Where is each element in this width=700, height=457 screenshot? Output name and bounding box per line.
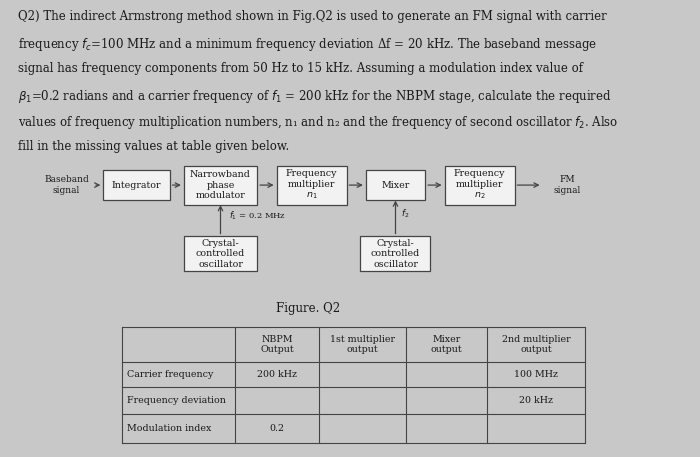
Text: Carrier frequency: Carrier frequency — [127, 370, 214, 379]
Text: Frequency
multiplier
$n_1$: Frequency multiplier $n_1$ — [286, 170, 337, 201]
Text: Crystal-
controlled
oscillator: Crystal- controlled oscillator — [371, 239, 420, 269]
Text: 2nd multiplier
output: 2nd multiplier output — [502, 335, 570, 354]
Bar — [276, 166, 346, 205]
Text: 20 kHz: 20 kHz — [519, 396, 553, 405]
Text: Frequency deviation: Frequency deviation — [127, 396, 226, 405]
Text: Integrator: Integrator — [112, 181, 161, 190]
Bar — [360, 237, 430, 271]
Bar — [183, 237, 258, 271]
Text: Q2) The indirect Armstrong method shown in Fig.Q2 is used to generate an FM sign: Q2) The indirect Armstrong method shown … — [18, 10, 606, 23]
Text: values of frequency multiplication numbers, n₁ and n₂ and the frequency of secon: values of frequency multiplication numbe… — [18, 114, 618, 131]
Text: $f_1$ = 0.2 MHz: $f_1$ = 0.2 MHz — [229, 210, 286, 222]
Bar — [104, 170, 169, 200]
Bar — [365, 170, 426, 200]
Text: Crystal-
controlled
oscillator: Crystal- controlled oscillator — [196, 239, 245, 269]
Text: Mixer
output: Mixer output — [431, 335, 463, 354]
Text: Baseband
signal: Baseband signal — [44, 175, 89, 195]
Bar — [444, 166, 514, 205]
Text: Figure. Q2: Figure. Q2 — [276, 302, 340, 315]
Text: frequency $f_c$=100 MHz and a minimum frequency deviation Δf = 20 kHz. The baseb: frequency $f_c$=100 MHz and a minimum fr… — [18, 36, 596, 53]
Text: $f_2$: $f_2$ — [401, 207, 410, 220]
Text: Frequency
multiplier
$n_2$: Frequency multiplier $n_2$ — [454, 170, 505, 201]
Text: 0.2: 0.2 — [270, 424, 285, 433]
Text: NBPM
Output: NBPM Output — [260, 335, 294, 354]
Text: Mixer: Mixer — [382, 181, 409, 190]
Bar — [183, 166, 258, 205]
Text: Modulation index: Modulation index — [127, 424, 212, 433]
Text: 100 MHz: 100 MHz — [514, 370, 558, 379]
Text: signal has frequency components from 50 Hz to 15 kHz. Assuming a modulation inde: signal has frequency components from 50 … — [18, 62, 582, 75]
Text: Narrowband
phase
modulator: Narrowband phase modulator — [190, 170, 251, 200]
Text: FM
signal: FM signal — [554, 175, 580, 195]
Text: fill in the missing values at table given below.: fill in the missing values at table give… — [18, 140, 288, 153]
Text: 200 kHz: 200 kHz — [258, 370, 298, 379]
Text: 1st multiplier
output: 1st multiplier output — [330, 335, 395, 354]
Text: $\beta_1$=0.2 radians and a carrier frequency of $f_1$ = 200 kHz for the NBPM st: $\beta_1$=0.2 radians and a carrier freq… — [18, 88, 611, 105]
